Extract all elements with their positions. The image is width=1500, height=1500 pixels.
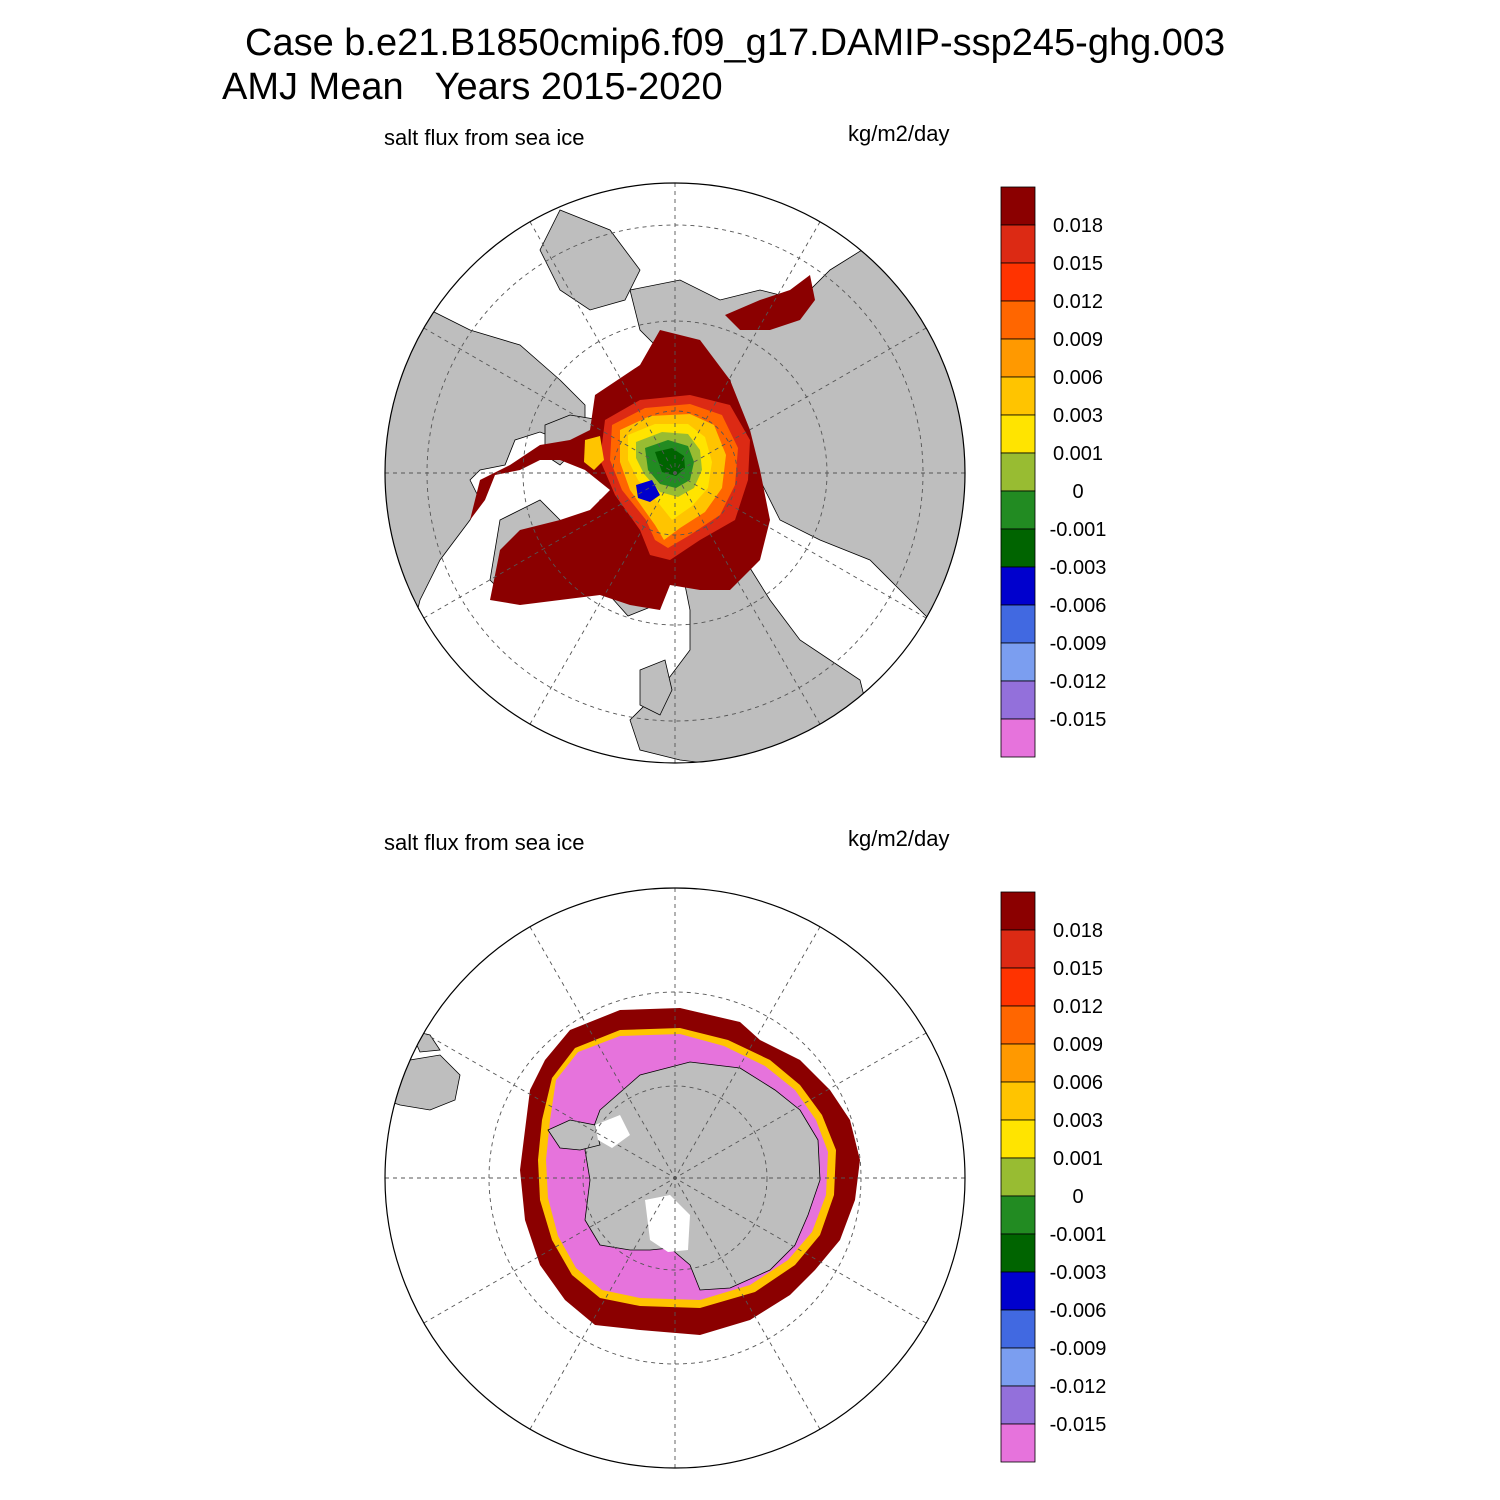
colorbar-swatch <box>1000 224 1036 264</box>
north-polar-map <box>384 182 966 764</box>
colorbar-tick-label: -0.006 <box>1050 595 1107 617</box>
north-salt-flux-field <box>470 275 815 610</box>
south-polar-map <box>384 887 966 1469</box>
colorbar-tick-label: 0.006 <box>1053 367 1103 389</box>
colorbar-tick-label: 0 <box>1072 481 1083 503</box>
colorbar-swatch <box>1000 566 1036 606</box>
figure-title-period: AMJ Mean Years 2015-2020 <box>222 66 723 108</box>
colorbar-swatch <box>1000 1347 1036 1387</box>
meridian-line <box>423 1032 927 1324</box>
colorbar-tick-label: 0.015 <box>1053 958 1103 980</box>
colorbar-swatch <box>1000 1081 1036 1121</box>
colorbar-tick-label: -0.012 <box>1050 1376 1107 1398</box>
weddell-ice-shelf <box>595 1115 630 1148</box>
colorbar-tick-label: 0.009 <box>1053 1034 1103 1056</box>
colorbar-tick-label: -0.015 <box>1050 709 1107 731</box>
colorbar-swatch <box>1000 1195 1036 1235</box>
south-america-tip <box>385 1054 461 1111</box>
colorbar-tick-label: 0.003 <box>1053 1110 1103 1132</box>
colorbar-swatch <box>1000 1423 1036 1463</box>
colorbar-swatch <box>1000 1005 1036 1045</box>
colorbar-tick-label: 0.012 <box>1053 996 1103 1018</box>
colorbar-swatch <box>1000 1157 1036 1197</box>
colorbar-swatch <box>1000 1385 1036 1425</box>
antarctic-peninsula <box>547 1119 601 1151</box>
colorbar-swatch <box>1000 1119 1036 1159</box>
meridian-line <box>423 327 927 619</box>
colorbar-tick-label: 0.003 <box>1053 405 1103 427</box>
colorbar-swatch <box>1000 338 1036 378</box>
south-graticule <box>385 888 965 1468</box>
colorbar-swatch <box>1000 1309 1036 1349</box>
south-meridians <box>385 888 965 1468</box>
colorbar-swatch <box>1000 1043 1036 1083</box>
colorbar-swatch <box>1000 680 1036 720</box>
ross-ice-shelf <box>645 1195 690 1252</box>
colorbar-tick-label: -0.012 <box>1050 671 1107 693</box>
colorbar-swatch <box>1000 718 1036 758</box>
colorbar-tick-label: -0.009 <box>1050 1338 1107 1360</box>
colorbar-tick-label: 0 <box>1072 1186 1083 1208</box>
colorbar-tick-label: 0.018 <box>1053 215 1103 237</box>
north-map-boundary <box>384 182 966 764</box>
north-flux-darkgreen-zone <box>655 448 685 476</box>
colorbar-tick-label: 0.015 <box>1053 253 1103 275</box>
south-variable-label: salt flux from sea ice <box>384 830 585 855</box>
colorbar-tick-label: 0.009 <box>1053 329 1103 351</box>
colorbar-tick-label: -0.003 <box>1050 1262 1107 1284</box>
colorbar-swatch <box>1000 414 1036 454</box>
colorbar-tick-label: -0.009 <box>1050 633 1107 655</box>
north-flux-archipelago-yellow <box>584 436 604 470</box>
colorbar-swatch <box>1000 604 1036 644</box>
north-meridians <box>385 183 965 763</box>
colorbar-tick-label: -0.001 <box>1050 1224 1107 1246</box>
colorbar-swatch <box>1000 490 1036 530</box>
colorbar-swatch <box>1000 1271 1036 1311</box>
north-graticule <box>385 183 965 763</box>
south-salt-flux-field <box>520 1008 860 1335</box>
colorbar-swatch <box>1000 929 1036 969</box>
south-map-boundary <box>384 887 966 1469</box>
colorbar-tick-label: -0.006 <box>1050 1300 1107 1322</box>
north-flux-pacific-band <box>725 275 815 330</box>
colorbar-tick-label: 0.006 <box>1053 1072 1103 1094</box>
colorbar-tick-label: 0.012 <box>1053 291 1103 313</box>
colorbar-swatch <box>1000 376 1036 416</box>
colorbar-tick-label: 0.001 <box>1053 443 1103 465</box>
colorbar-tick-label: -0.003 <box>1050 557 1107 579</box>
colorbar-swatch <box>1000 528 1036 568</box>
alaska-landmass <box>539 209 641 311</box>
colorbar-tick-label: -0.001 <box>1050 519 1107 541</box>
colorbar-tick-label: 0.001 <box>1053 1148 1103 1170</box>
south-lat-circle-80 <box>582 1085 768 1271</box>
colorbar-swatch <box>1000 891 1036 931</box>
colorbar-swatch <box>1000 1233 1036 1273</box>
north-units-label: kg/m2/day <box>848 121 950 146</box>
colorbar-swatch <box>1000 452 1036 492</box>
colorbar-swatch <box>1000 967 1036 1007</box>
north-variable-label: salt flux from sea ice <box>384 125 585 150</box>
colorbar-tick-label: 0.018 <box>1053 920 1103 942</box>
colorbar-swatch <box>1000 300 1036 340</box>
figure-title-case: Case b.e21.B1850cmip6.f09_g17.DAMIP-ssp2… <box>245 22 1226 64</box>
colorbar-swatch <box>1000 262 1036 302</box>
colorbar-swatch <box>1000 642 1036 682</box>
colorbar-tick-label: -0.015 <box>1050 1414 1107 1436</box>
colorbar-swatch <box>1000 186 1036 226</box>
colorbar-north: 0.018 0.015 0.012 0.009 0.006 0.003 0.001 0 -0.0… <box>1000 186 1107 758</box>
british-isles <box>639 659 673 716</box>
south-units-label: kg/m2/day <box>848 826 950 851</box>
colorbar-south: 0.018 0.015 0.012 0.009 0.006 0.003 0.001 0 -0.0… <box>1000 891 1107 1463</box>
